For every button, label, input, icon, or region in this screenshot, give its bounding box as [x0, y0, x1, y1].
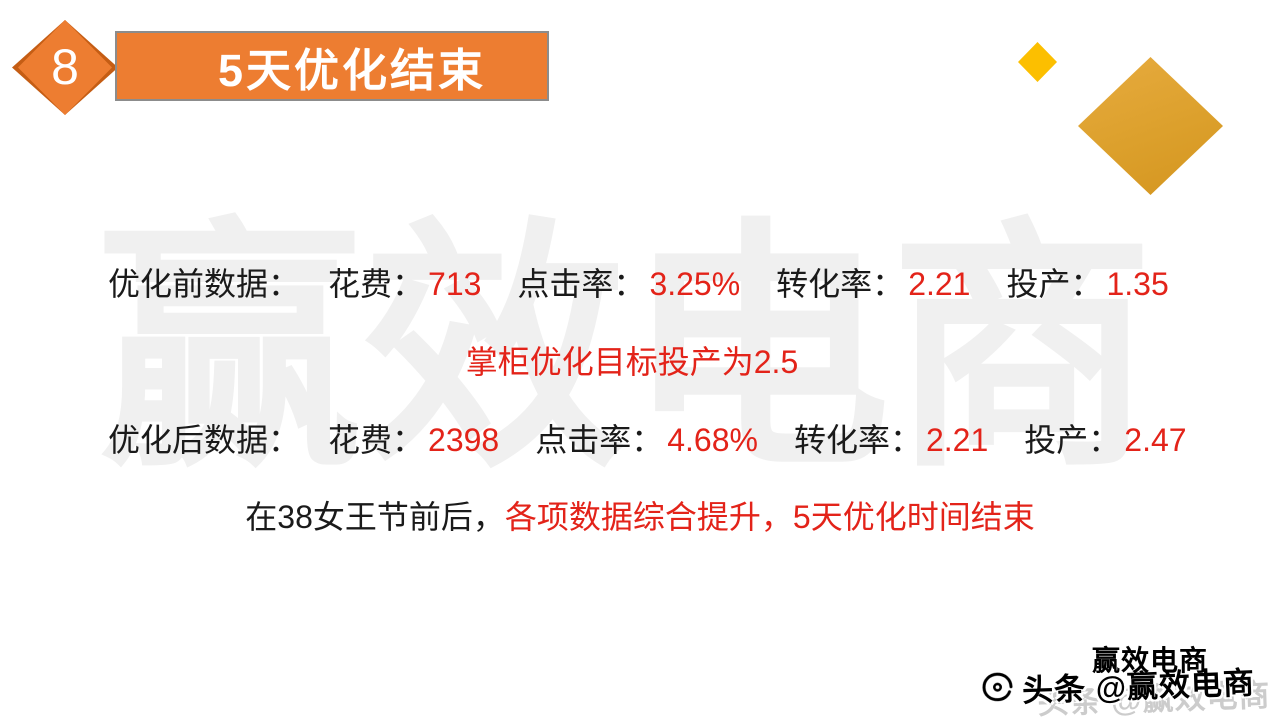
decor-diamond-large	[1078, 57, 1223, 195]
metric-value: 3.25%	[649, 266, 741, 302]
toutiao-logo-icon	[979, 668, 1016, 710]
metric-label: 点击率：	[517, 266, 646, 302]
metric-label: 投产：	[1006, 266, 1103, 302]
metric-label: 花费：	[328, 422, 425, 458]
metric-roi: 投产： 1.35	[1006, 266, 1168, 303]
metrics-row-after: 优化后数据： 花费： 2398 点击率： 4.68% 转化率： 2.21 投产： 2.4…	[108, 422, 1187, 459]
title-banner: 5天优化结束	[115, 31, 549, 101]
summary-statement: 在38女王节前后，各项数据综合提升，5天优化时间结束	[0, 499, 1280, 536]
page-title: 5天优化结束	[217, 44, 487, 96]
toutiao-watermark: 头条 @赢效电商	[979, 657, 1255, 712]
metric-spend: 花费： 2398	[328, 422, 499, 459]
metric-label: 投产：	[1024, 422, 1121, 458]
badge-number: 8	[51, 38, 79, 95]
metric-value: 2.21	[925, 422, 989, 458]
metric-value: 2398	[428, 422, 500, 458]
center-watermark: 赢效电商	[98, 202, 1154, 497]
metric-spend: 花费： 713	[328, 266, 481, 303]
metric-value: 1.35	[1106, 266, 1169, 302]
target-statement: 掌柜优化目标投产为2.5	[465, 344, 799, 380]
summary-black-segment: 在38女王节前后，	[245, 499, 505, 535]
metric-value: 2.47	[1124, 422, 1187, 458]
metric-cvr: 转化率： 2.21	[794, 422, 988, 459]
decor-diamond-small	[1018, 42, 1057, 82]
row-label: 优化前数据：	[108, 266, 301, 302]
metric-label: 点击率：	[535, 422, 664, 458]
metric-label: 花费：	[328, 266, 425, 302]
metric-ctr: 点击率： 4.68%	[535, 422, 758, 459]
metric-label: 转化率：	[776, 266, 905, 302]
metric-value: 713	[428, 266, 482, 302]
metric-ctr: 点击率： 3.25%	[517, 266, 740, 303]
metric-roi: 投产： 2.47	[1024, 422, 1186, 459]
summary-red-segment: 各项数据综合提升，5天优化时间结束	[504, 499, 1035, 535]
row-label: 优化后数据：	[108, 422, 301, 458]
metric-value: 4.68%	[667, 422, 758, 458]
footer-brand: 赢效电商	[1092, 645, 1209, 676]
metric-label: 转化率：	[793, 422, 922, 458]
metric-cvr: 转化率： 2.21	[776, 266, 970, 303]
metrics-row-before: 优化前数据： 花费： 713 点击率： 3.25% 转化率： 2.21 投产： 1.35	[108, 266, 1169, 303]
metric-value: 2.21	[908, 266, 971, 302]
badge-diamond: 8	[18, 20, 112, 115]
